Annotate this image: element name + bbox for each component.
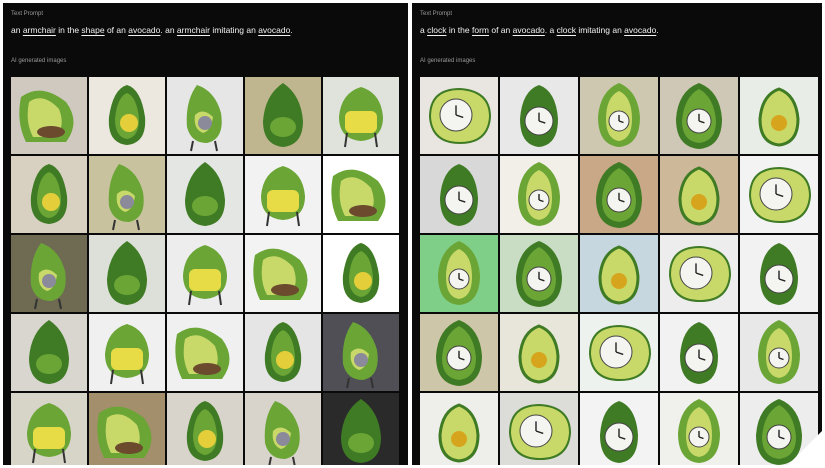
image-grid: [11, 77, 399, 465]
prompt-keyword: armchair: [22, 25, 56, 35]
generated-image[interactable]: [580, 235, 658, 312]
generated-image[interactable]: [660, 393, 738, 465]
page-corner-fold: [785, 428, 825, 468]
prompt-text: imitating an: [209, 25, 259, 35]
generated-image[interactable]: [245, 235, 321, 312]
generated-images-label: AI generated images: [11, 58, 67, 64]
generated-image[interactable]: [500, 314, 578, 391]
generated-image[interactable]: [580, 156, 658, 233]
generated-image[interactable]: [11, 156, 87, 233]
prompt-keyword: avocado: [512, 25, 545, 35]
prompt-keyword: clock: [556, 25, 576, 35]
prompt-keyword: avocado: [128, 25, 161, 35]
image-grid: [420, 77, 818, 465]
generated-image[interactable]: [11, 235, 87, 312]
generated-image[interactable]: [245, 393, 321, 465]
generated-image[interactable]: [323, 393, 399, 465]
generated-image[interactable]: [500, 393, 578, 465]
generated-image[interactable]: [660, 314, 738, 391]
generated-image[interactable]: [89, 235, 165, 312]
prompt-text: in the: [446, 25, 472, 35]
generated-image[interactable]: [420, 235, 498, 312]
text-prompt: a clock in the form of an avocado. a clo…: [420, 25, 659, 35]
generated-image[interactable]: [580, 393, 658, 465]
prompt-keyword: avocado: [624, 25, 657, 35]
prompt-keyword: armchair: [176, 25, 210, 35]
generated-image[interactable]: [420, 77, 498, 154]
generated-image[interactable]: [167, 235, 243, 312]
prompt-keyword: shape: [81, 25, 105, 35]
prompt-text: .: [290, 25, 293, 35]
generated-image[interactable]: [660, 156, 738, 233]
prompt-text: . a: [544, 25, 557, 35]
generated-image[interactable]: [420, 156, 498, 233]
generated-image[interactable]: [580, 77, 658, 154]
generated-image[interactable]: [89, 156, 165, 233]
prompt-keyword: avocado: [258, 25, 291, 35]
right-panel: Text Prompt a clock in the form of an av…: [412, 3, 822, 465]
generated-image[interactable]: [740, 314, 818, 391]
prompt-text: . an: [160, 25, 177, 35]
generated-image[interactable]: [740, 156, 818, 233]
generated-image[interactable]: [500, 156, 578, 233]
generated-image[interactable]: [323, 314, 399, 391]
generated-images-label: AI generated images: [420, 58, 476, 64]
text-prompt: an armchair in the shape of an avocado. …: [11, 25, 293, 35]
generated-image[interactable]: [245, 314, 321, 391]
text-prompt-label: Text Prompt: [11, 11, 44, 17]
prompt-text: imitating an: [575, 25, 625, 35]
prompt-text: .: [656, 25, 659, 35]
generated-image[interactable]: [167, 393, 243, 465]
generated-image[interactable]: [500, 235, 578, 312]
prompt-text: of an: [489, 25, 513, 35]
generated-image[interactable]: [323, 77, 399, 154]
generated-image[interactable]: [89, 314, 165, 391]
generated-image[interactable]: [323, 156, 399, 233]
generated-image[interactable]: [245, 156, 321, 233]
generated-image[interactable]: [740, 235, 818, 312]
generated-image[interactable]: [323, 235, 399, 312]
prompt-keyword: clock: [427, 25, 447, 35]
prompt-text: of an: [104, 25, 129, 35]
left-panel: Text Prompt an armchair in the shape of …: [3, 3, 408, 465]
generated-image[interactable]: [11, 314, 87, 391]
generated-image[interactable]: [420, 314, 498, 391]
prompt-keyword: form: [472, 25, 489, 35]
generated-image[interactable]: [500, 77, 578, 154]
generated-image[interactable]: [167, 156, 243, 233]
text-prompt-label: Text Prompt: [420, 11, 453, 17]
generated-image[interactable]: [89, 77, 165, 154]
prompt-text: an: [11, 25, 23, 35]
generated-image[interactable]: [420, 393, 498, 465]
generated-image[interactable]: [740, 77, 818, 154]
generated-image[interactable]: [660, 235, 738, 312]
generated-image[interactable]: [89, 393, 165, 465]
generated-image[interactable]: [167, 77, 243, 154]
generated-image[interactable]: [167, 314, 243, 391]
generated-image[interactable]: [660, 77, 738, 154]
generated-image[interactable]: [580, 314, 658, 391]
prompt-text: in the: [55, 25, 82, 35]
generated-image[interactable]: [245, 77, 321, 154]
generated-image[interactable]: [11, 393, 87, 465]
generated-image[interactable]: [11, 77, 87, 154]
prompt-text: a: [420, 25, 428, 35]
